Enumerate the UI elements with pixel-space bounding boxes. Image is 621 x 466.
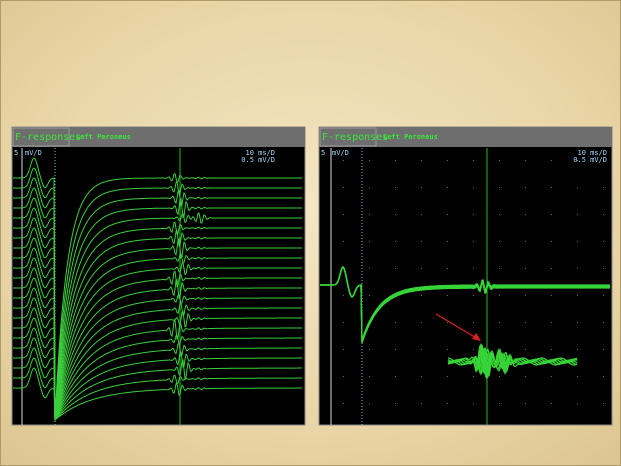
panel: F-responses Left Peroneus 5 mV/D 10 ms/D…: [319, 127, 612, 425]
gain: 0.5 mV/D: [241, 156, 275, 164]
sensitivity-unit: mV/D: [332, 149, 349, 157]
sensitivity: 5: [321, 149, 325, 157]
slide: F-responses Left Peroneus 5 mV/D 10 ms/D…: [0, 0, 621, 466]
gain: 0.5 mV/D: [573, 156, 607, 164]
header-subtitle: Left Peroneus: [383, 133, 438, 141]
header-subtitle: Left Peroneus: [76, 133, 131, 141]
panel: F-responses Left Peroneus 5 mV/D 10 ms/D…: [12, 127, 305, 425]
sensitivity-unit: mV/D: [25, 149, 42, 157]
sensitivity: 5: [14, 149, 18, 157]
header-title: F-responses: [322, 132, 388, 143]
header-title: F-responses: [15, 132, 81, 143]
